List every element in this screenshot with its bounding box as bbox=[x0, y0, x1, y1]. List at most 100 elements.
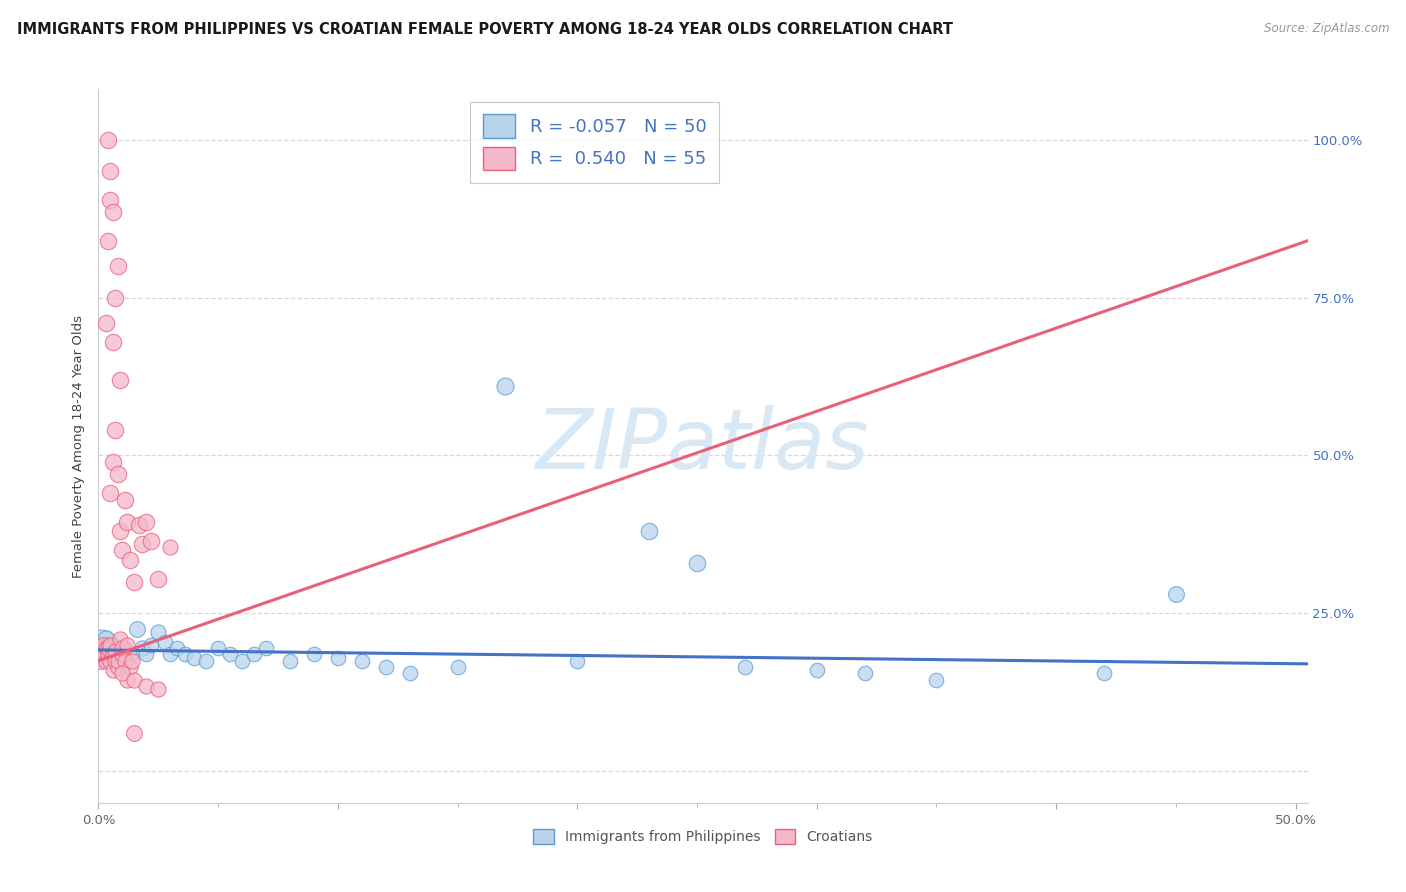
Point bbox=[446, 660, 468, 674]
Legend: Immigrants from Philippines, Croatians: Immigrants from Philippines, Croatians bbox=[527, 823, 879, 849]
Point bbox=[148, 625, 170, 640]
Point bbox=[374, 660, 396, 674]
Point bbox=[131, 641, 153, 656]
Point bbox=[495, 379, 517, 393]
Text: IMMIGRANTS FROM PHILIPPINES VS CROATIAN FEMALE POVERTY AMONG 18-24 YEAR OLDS COR: IMMIGRANTS FROM PHILIPPINES VS CROATIAN … bbox=[17, 22, 953, 37]
Text: Source: ZipAtlas.com: Source: ZipAtlas.com bbox=[1264, 22, 1389, 36]
Point bbox=[101, 648, 124, 662]
Point bbox=[90, 654, 112, 668]
Point bbox=[107, 654, 129, 668]
Point bbox=[148, 572, 170, 586]
Point bbox=[114, 654, 136, 668]
Text: ZIPatlas: ZIPatlas bbox=[536, 406, 870, 486]
Point bbox=[139, 533, 162, 548]
Point bbox=[195, 654, 218, 668]
Point bbox=[139, 638, 162, 652]
Point bbox=[118, 660, 141, 674]
Point bbox=[94, 654, 117, 668]
Y-axis label: Female Poverty Among 18-24 Year Olds: Female Poverty Among 18-24 Year Olds bbox=[72, 315, 84, 577]
Point bbox=[124, 574, 146, 589]
Point bbox=[100, 164, 122, 178]
Point bbox=[114, 641, 136, 656]
Point bbox=[173, 648, 195, 662]
Point bbox=[108, 524, 131, 539]
Point bbox=[97, 641, 120, 656]
Point bbox=[121, 648, 143, 662]
Point bbox=[107, 654, 129, 668]
Point bbox=[124, 726, 146, 740]
Point bbox=[183, 650, 205, 665]
Point bbox=[124, 673, 146, 687]
Point bbox=[97, 234, 120, 248]
Point bbox=[100, 486, 122, 500]
Point bbox=[567, 654, 589, 668]
Point bbox=[107, 660, 129, 674]
Point bbox=[207, 641, 229, 656]
Point bbox=[101, 654, 124, 668]
Point bbox=[108, 632, 131, 646]
Point bbox=[97, 648, 120, 662]
Point bbox=[90, 641, 112, 656]
Point bbox=[115, 673, 138, 687]
Point bbox=[155, 634, 177, 648]
Point bbox=[166, 641, 188, 656]
Point bbox=[853, 666, 876, 681]
Point bbox=[686, 556, 709, 570]
Point bbox=[1164, 587, 1187, 601]
Point bbox=[101, 205, 124, 219]
Point bbox=[131, 537, 153, 551]
Point bbox=[101, 455, 124, 469]
Point bbox=[111, 666, 134, 681]
Point bbox=[125, 622, 148, 636]
Point bbox=[254, 641, 277, 656]
Point bbox=[104, 654, 127, 668]
Point bbox=[100, 638, 122, 652]
Point bbox=[114, 492, 136, 507]
Point bbox=[100, 654, 122, 668]
Point bbox=[118, 552, 141, 566]
Point bbox=[231, 654, 253, 668]
Point bbox=[97, 638, 120, 652]
Point bbox=[115, 515, 138, 529]
Point bbox=[925, 673, 948, 687]
Point bbox=[100, 648, 122, 662]
Point bbox=[115, 654, 138, 668]
Point bbox=[91, 641, 114, 656]
Point bbox=[302, 648, 325, 662]
Point bbox=[734, 660, 756, 674]
Point bbox=[107, 259, 129, 273]
Point bbox=[159, 648, 181, 662]
Point bbox=[219, 648, 242, 662]
Point bbox=[104, 644, 127, 658]
Point bbox=[111, 543, 134, 558]
Point bbox=[243, 648, 266, 662]
Point bbox=[1092, 666, 1115, 681]
Point bbox=[135, 515, 157, 529]
Point bbox=[104, 423, 127, 437]
Point bbox=[159, 540, 181, 554]
Point bbox=[111, 648, 134, 662]
Point bbox=[100, 641, 122, 656]
Point bbox=[94, 648, 117, 662]
Point bbox=[104, 291, 127, 305]
Point bbox=[104, 648, 127, 662]
Point bbox=[148, 682, 170, 697]
Point bbox=[115, 638, 138, 652]
Point bbox=[806, 663, 828, 677]
Point bbox=[128, 517, 150, 532]
Point bbox=[91, 638, 114, 652]
Point bbox=[101, 638, 124, 652]
Point bbox=[108, 373, 131, 387]
Point bbox=[108, 644, 131, 658]
Point bbox=[638, 524, 661, 539]
Point bbox=[94, 641, 117, 656]
Point bbox=[326, 650, 349, 665]
Point bbox=[104, 641, 127, 656]
Point bbox=[101, 663, 124, 677]
Point bbox=[111, 648, 134, 662]
Point bbox=[90, 641, 112, 656]
Point bbox=[97, 133, 120, 147]
Point bbox=[135, 648, 157, 662]
Point bbox=[350, 654, 373, 668]
Point bbox=[101, 334, 124, 349]
